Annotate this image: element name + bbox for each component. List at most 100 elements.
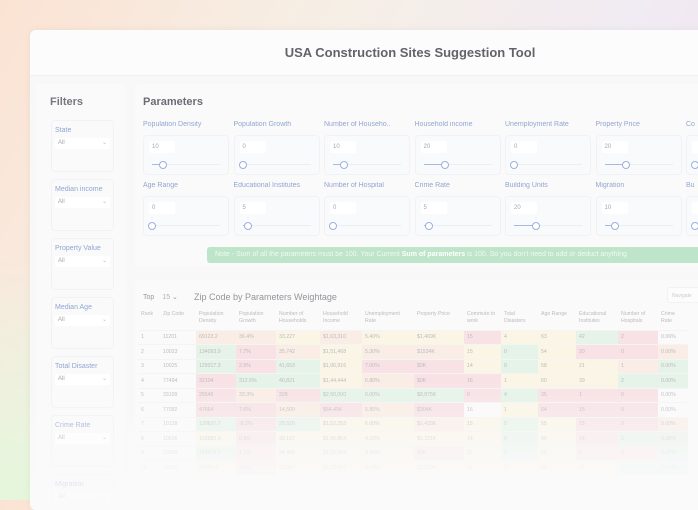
table-cell: 5.40% (362, 329, 414, 345)
slider-handle[interactable] (158, 160, 167, 169)
param-slider[interactable] (510, 160, 582, 169)
table-cell: 0.00% (658, 402, 688, 417)
param-value-input[interactable]: 0 (239, 141, 266, 153)
slider-handle[interactable] (339, 160, 348, 169)
table-row[interactable]: 5 33109 25546 33.3% 328 $2,50,000 0.00% $8,875K… (138, 387, 688, 403)
filter-select[interactable]: All ⌄ (55, 315, 110, 326)
param-slider[interactable] (604, 221, 673, 230)
column-header[interactable]: Number of Hospitals (621, 311, 646, 324)
param-value-input[interactable]: 10 (601, 202, 628, 214)
table-cell: 312.5% (236, 373, 276, 388)
table-cell: 9 (138, 445, 160, 461)
parameters-panel: Parameters Population Density 10 Populatio… (135, 84, 698, 266)
column-header[interactable]: Number of Households (279, 311, 307, 324)
chevron-down-icon: ⌄ (172, 294, 178, 301)
param-age-range: Age Range 0 (143, 182, 229, 236)
param-crime-rate: Crime Rate 5 (414, 182, 501, 236)
param-slider[interactable] (329, 221, 401, 230)
param-value-input[interactable]: 20 (601, 141, 628, 153)
slider-handle[interactable] (424, 221, 433, 230)
navigate-button[interactable]: Navigate (667, 287, 698, 303)
param-label: Co (686, 121, 695, 128)
param-slider[interactable] (691, 221, 698, 230)
column-header[interactable]: Property Price (417, 311, 450, 317)
column-header[interactable]: Crime Rate (661, 311, 675, 324)
param-slider[interactable] (333, 160, 401, 169)
note-prefix: Note - Sum of all the parameters must be… (215, 251, 402, 258)
column-header[interactable]: Household Income (323, 311, 348, 324)
param-value-input[interactable]: 0 (149, 202, 175, 214)
column-header[interactable]: Total Disasters (504, 311, 526, 324)
slider-handle[interactable] (691, 221, 698, 230)
column-header[interactable]: Commute to work (467, 311, 496, 324)
param-slider[interactable] (514, 221, 582, 230)
param-value-input[interactable]: 0 (330, 202, 356, 214)
filter-select[interactable]: All ⌄ (55, 197, 110, 208)
param-value-input[interactable]: 10 (330, 141, 356, 153)
slider-handle[interactable] (691, 160, 698, 169)
param-slider[interactable] (423, 221, 492, 230)
chevron-down-icon: ⌄ (101, 199, 107, 205)
param-value-input[interactable]: 0 (511, 141, 537, 153)
slider-handle[interactable] (441, 160, 450, 169)
filters-sidebar: Filters State All ⌄ Median income All ⌄ Proper… (36, 84, 126, 510)
param-value-input[interactable] (692, 202, 698, 214)
param-slider[interactable] (238, 160, 311, 169)
column-header[interactable]: Zip Code (163, 311, 185, 317)
table-row[interactable]: 7 10128 120637.7 -8.2% 29,520 $1,52,253 6.00% $… (138, 416, 688, 432)
filter-select[interactable]: All ⌄ (55, 138, 110, 149)
table-row[interactable]: 2 10023 134093.9 7.7% 35,742 $1,51,468 5.30% $1… (138, 344, 688, 359)
slider-handle[interactable] (611, 221, 620, 230)
column-header[interactable]: Population Density (199, 311, 224, 324)
table-row[interactable]: 6 77092 47664 7.6% 14,509 $64,494 5.80% $304K 16… (138, 402, 688, 417)
slider-handle[interactable] (531, 221, 540, 230)
filter-state: State All ⌄ (51, 120, 114, 172)
table-row[interactable]: 9 10028 141414.2 1.1% 24,440 $1,10,264 4.90% $0… (138, 445, 688, 461)
table-cell: 0 (501, 431, 538, 446)
table-row[interactable]: 1 11201 69123.2 36.4% 33,227 $1,63,310 5.40% $1… (138, 329, 688, 345)
param-value-input[interactable]: 20 (511, 202, 537, 214)
param-slider[interactable] (604, 160, 673, 169)
table-cell: 0 (618, 402, 658, 417)
param-slider[interactable] (691, 160, 698, 169)
table-cell: $1,44,444 (320, 373, 362, 388)
slider-handle[interactable] (510, 160, 518, 169)
table-row[interactable]: 10 10002 92891.4 2.9% 25,507 $1,02,882 4.70% $1… (138, 460, 688, 475)
param-value-input[interactable] (692, 141, 698, 153)
param-slider[interactable] (423, 160, 492, 169)
filter-select[interactable]: All ⌄ (55, 256, 110, 267)
column-header[interactable]: Rank (141, 311, 154, 317)
param-slider[interactable] (242, 221, 311, 230)
zip-code-table-panel: Top 15 ⌄ Zip Code by Parameters Weightage… (135, 280, 698, 510)
table-row[interactable]: 4 77494 32104 312.5% 40,821 $1,44,444 6.80% $0K… (138, 373, 688, 388)
param-value-input[interactable]: 20 (420, 141, 447, 153)
param-value-input[interactable]: 5 (420, 202, 447, 214)
filter-value: All (58, 140, 65, 146)
table-cell: 59 (538, 460, 576, 475)
slider-handle[interactable] (243, 221, 252, 230)
table-cell: 35 (538, 387, 576, 403)
column-header[interactable]: Population Growth (239, 311, 264, 324)
column-header[interactable]: Unemployment Rate (365, 311, 400, 324)
column-header[interactable]: Age Range (541, 311, 567, 317)
table-cell: 14 (464, 431, 501, 446)
table-cell: 11 (464, 460, 501, 475)
slider-handle[interactable] (622, 160, 631, 169)
table-row[interactable]: 3 10025 129317.3 2.5% 41,653 $1,06,916 7.00% $0… (138, 358, 688, 374)
slider-handle[interactable] (329, 221, 337, 230)
table-row[interactable]: 8 10016 103582.0 0.9% 30,167 $1,66,864 4.10% $1… (138, 431, 688, 446)
param-value-input[interactable]: 5 (239, 202, 266, 214)
filter-select[interactable]: All ⌄ (55, 433, 110, 444)
filter-migration: Migration All ⌄ (51, 474, 114, 510)
param-value-input[interactable]: 10 (149, 141, 175, 153)
param-slider[interactable] (148, 221, 220, 230)
slider-handle[interactable] (148, 221, 156, 230)
column-header[interactable]: Educational Institutes (579, 311, 607, 324)
table-cell: 0 (618, 344, 658, 359)
param-slider[interactable] (152, 160, 220, 169)
top-n-select[interactable]: Top 15 ⌄ (143, 293, 178, 301)
filter-select[interactable]: All ⌄ (55, 492, 110, 503)
param-label: Unemployment Rate (505, 121, 569, 128)
filter-select[interactable]: All ⌄ (55, 374, 110, 385)
slider-handle[interactable] (238, 160, 247, 169)
